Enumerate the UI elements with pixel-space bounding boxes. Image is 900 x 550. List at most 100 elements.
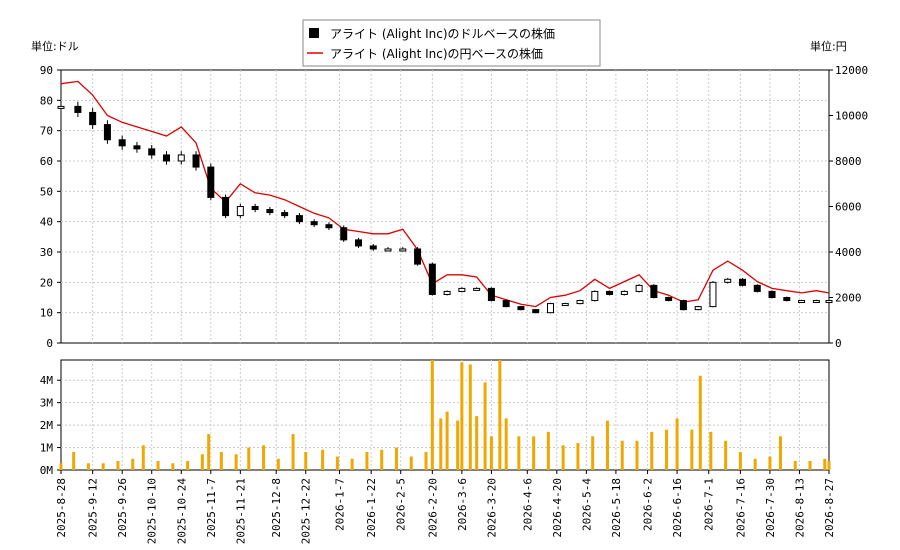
usd-candle-body [207, 166, 215, 198]
right-tick-label: 0 [835, 337, 842, 350]
usd-candle-body [310, 221, 318, 226]
volume-bar [650, 431, 654, 470]
usd-candle-body [428, 263, 436, 295]
volume-bar [504, 418, 508, 470]
volume-bar [59, 463, 63, 470]
volume-bar [247, 447, 251, 470]
right-tick-label: 4000 [835, 246, 862, 259]
volume-bar [738, 452, 742, 470]
usd-candle-body [665, 297, 673, 302]
volume-panel-frame [60, 359, 830, 471]
usd-candle-body [325, 224, 333, 229]
usd-candle-body [148, 148, 156, 156]
x-tick-label: 2025-12-8 [270, 478, 283, 538]
volume-bar [276, 458, 280, 470]
usd-candle-body [694, 306, 702, 311]
x-tick-label: 2025-8-28 [55, 478, 68, 538]
x-tick-label: 2026-5-4 [580, 478, 593, 531]
usd-candle-body [606, 290, 614, 295]
x-tick-label: 2025-11-21 [234, 478, 247, 544]
volume-bar [827, 461, 831, 470]
usd-candle-body [118, 139, 126, 147]
volume-bar [793, 461, 797, 470]
x-tick-label: 2026-1-7 [334, 478, 347, 531]
usd-candle-body [561, 303, 569, 307]
volume-y-ticks: 0M 1M 2M 3M 4M [40, 374, 61, 477]
legend-usd-label: アライト (Alight Inc)のドルベースの株価 [330, 26, 555, 41]
volume-bar [380, 449, 384, 470]
usd-candle-body [340, 227, 348, 241]
volume-bar [517, 436, 521, 470]
usd-candle-body [295, 215, 303, 223]
price-panel: 0 10 20 30 40 50 60 70 80 90 0 2000 4000 6000 8000 100… [40, 64, 868, 350]
volume-bar [475, 416, 479, 470]
usd-candle-body [103, 124, 111, 141]
volume-bar [72, 452, 76, 470]
left-axis-unit: 単位:ドル [31, 39, 79, 53]
usd-candles [57, 101, 833, 314]
usd-candle-body [162, 154, 170, 162]
x-tick-label: 2026-1-22 [365, 478, 378, 538]
volume-bar [768, 456, 772, 470]
legend-box [302, 19, 601, 67]
x-tick-label: 2026-4-20 [551, 478, 564, 538]
volume-bar [219, 452, 223, 470]
volume-bar [808, 461, 812, 470]
volume-bar [439, 418, 443, 470]
x-tick-label: 2025-10-10 [146, 478, 159, 544]
volume-bar [116, 461, 120, 470]
volume-bar [532, 436, 536, 470]
usd-candle-body [591, 290, 599, 302]
left-tick-label: 40 [40, 216, 53, 229]
volume-bar [291, 434, 295, 470]
usd-candle-body [502, 300, 510, 308]
usd-candle-body [266, 209, 274, 214]
volume-bar [430, 360, 434, 470]
x-tick-label: 2026-6-2 [642, 478, 655, 531]
usd-candle-body [812, 300, 820, 304]
x-tick-label: 2026-7-30 [764, 478, 777, 538]
volume-bar [823, 458, 827, 470]
usd-candle-body [709, 281, 717, 308]
usd-candle-body [532, 309, 540, 314]
legend-jpy-label: アライト (Alight Inc)の円ベースの株価 [330, 46, 543, 61]
volume-bar [690, 429, 694, 470]
usd-candle-body [458, 287, 466, 292]
usd-candle-body [251, 206, 259, 211]
price-left-ticks: 0 10 20 30 40 50 60 70 80 90 [40, 64, 61, 350]
volume-bar [561, 445, 565, 470]
volume-bar [101, 463, 105, 470]
volume-bar [698, 375, 702, 470]
usd-candle-body [177, 154, 185, 162]
volume-bar [141, 445, 145, 470]
volume-bar [498, 360, 502, 470]
usd-candle-body [798, 300, 806, 304]
volume-bar [620, 440, 624, 470]
x-tick-label: 2026-8-27 [823, 478, 836, 538]
left-tick-label: 10 [40, 307, 53, 320]
volume-bar [186, 461, 190, 470]
volume-tick-label: 1M [40, 442, 54, 455]
usd-candle-body [753, 284, 761, 292]
x-tick-label: 2025-9-26 [116, 478, 129, 538]
x-tick-label: 2026-3-20 [485, 478, 498, 538]
usd-candle-body [74, 105, 82, 113]
volume-bar [456, 420, 460, 470]
left-tick-label: 60 [40, 155, 53, 168]
volume-tick-label: 2M [40, 419, 54, 432]
x-tick-label: 2025-12-22 [300, 478, 313, 544]
left-tick-label: 0 [46, 337, 53, 350]
usd-candle-body [783, 297, 791, 302]
left-tick-label: 80 [40, 94, 53, 107]
usd-candle-body [487, 287, 495, 302]
usd-candle-body [443, 290, 451, 295]
x-tick-label: 2026-3-6 [456, 478, 469, 531]
left-tick-label: 70 [40, 125, 53, 138]
volume-panel: 0M 1M 2M 3M 4M [40, 359, 831, 477]
usd-candle-body [517, 306, 525, 311]
left-tick-label: 20 [40, 276, 53, 289]
volume-bar [709, 431, 713, 470]
volume-bar [778, 436, 782, 470]
x-tick-label: 2025-10-24 [175, 478, 188, 545]
